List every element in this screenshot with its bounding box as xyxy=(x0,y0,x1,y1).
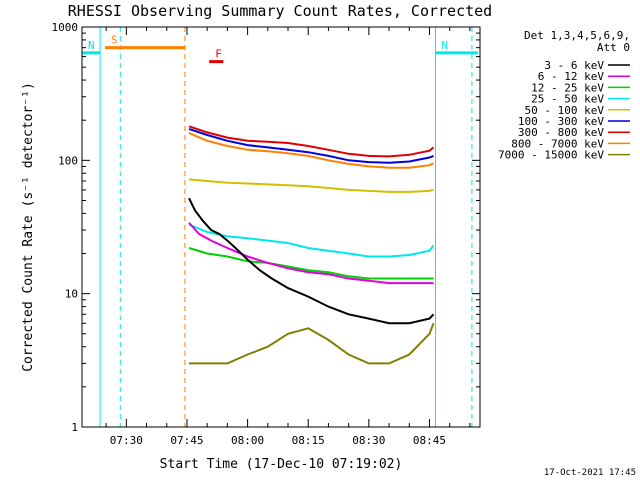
y-tick-label-0: 1 xyxy=(71,421,78,434)
y-tick-label-1: 10 xyxy=(65,288,78,301)
plot-area: S N N F xyxy=(82,27,478,427)
x-tick-label-2: 08:00 xyxy=(231,434,264,447)
legend-label-5: 100 - 300 keV xyxy=(518,115,604,128)
legend-label-6: 300 - 800 keV xyxy=(518,126,604,139)
flag-label-n-1: N xyxy=(88,39,95,52)
y-tick-label-2: 100 xyxy=(58,154,78,167)
legend-label-7: 800 - 7000 keV xyxy=(511,137,604,150)
flag-label-s-0: S xyxy=(111,34,118,47)
series-line-3 xyxy=(188,223,435,258)
legend-header-line-2: Att 0 xyxy=(597,41,630,54)
legend-label-1: 6 - 12 keV xyxy=(538,70,605,83)
x-axis-ticks: 07:30 07:45 08:00 08:15 08:30 08:45 xyxy=(105,27,471,447)
series-line-0 xyxy=(188,197,435,325)
x-tick-label-5: 08:45 xyxy=(413,434,446,447)
legend-header-line-1: Det 1,3,4,5,6,9, xyxy=(524,29,630,42)
legend-label-4: 50 - 100 keV xyxy=(525,104,605,117)
series-line-6 xyxy=(188,125,435,158)
plot-frame xyxy=(81,26,481,428)
series-line-2 xyxy=(188,247,434,280)
legend-label-2: 12 - 25 keV xyxy=(531,81,604,94)
x-tick-label-3: 08:15 xyxy=(292,434,325,447)
series-line-1 xyxy=(188,222,434,285)
flag-label-n-2: N xyxy=(442,39,449,52)
chart-title: RHESSI Observing Summary Count Rates, Co… xyxy=(68,2,492,20)
legend-label-0: 3 - 6 keV xyxy=(544,59,604,72)
x-tick-label-1: 07:45 xyxy=(170,434,203,447)
x-tick-label-0: 07:30 xyxy=(110,434,143,447)
footer-timestamp: 17-Oct-2021 17:45 xyxy=(544,468,636,478)
series-line-7 xyxy=(188,132,434,169)
y-tick-label-3: 1000 xyxy=(52,21,79,34)
y-axis-ticks: 1 10 100 1000 xyxy=(52,21,480,434)
legend-label-8: 7000 - 15000 keV xyxy=(498,149,604,162)
y-axis-label: Corrected Count Rate (s⁻¹ detector⁻¹) xyxy=(21,82,36,372)
x-axis-label: Start Time (17-Dec-10 07:19:02) xyxy=(160,457,403,472)
x-tick-label-4: 08:30 xyxy=(352,434,385,447)
flag-label-f-3: F xyxy=(215,48,222,61)
series-line-8 xyxy=(189,322,435,365)
series-line-4 xyxy=(188,178,434,193)
legend-label-3: 25 - 50 keV xyxy=(531,93,604,106)
series-line-5 xyxy=(188,127,434,164)
